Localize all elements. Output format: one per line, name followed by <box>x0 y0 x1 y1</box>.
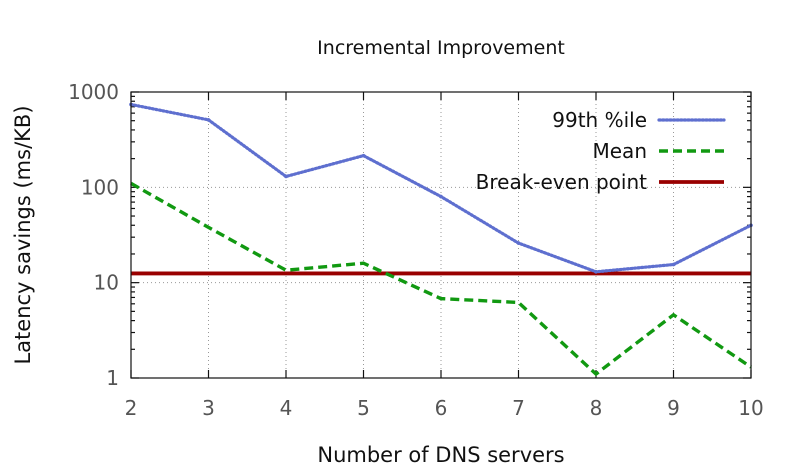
series-point <box>206 118 211 122</box>
x-axis-title: Number of DNS servers <box>317 443 564 467</box>
series-layer <box>129 102 753 377</box>
series-point <box>671 262 676 267</box>
legend-label: Mean <box>593 139 648 163</box>
legend: 99th %ile Mean Break-even point <box>476 108 726 194</box>
y-tick-label: 10 <box>94 271 119 295</box>
x-tick-label: 9 <box>667 396 680 420</box>
x-tick-label: 6 <box>435 396 448 420</box>
series-point <box>516 241 521 245</box>
x-tick-label: 3 <box>202 396 215 420</box>
grid <box>131 92 751 378</box>
series-point <box>284 174 288 179</box>
y-tick-label: 1000 <box>68 80 119 104</box>
chart-title: Incremental Improvement <box>317 37 565 59</box>
series-point <box>594 270 598 274</box>
series-point <box>439 194 443 199</box>
y-tick-label: 100 <box>81 175 119 199</box>
legend-label: 99th %ile <box>552 108 647 132</box>
x-tick-label: 5 <box>357 396 370 420</box>
y-tick-label: 1 <box>106 366 119 390</box>
x-tick-label: 2 <box>125 396 138 420</box>
y-axis-title: Latency savings (ms/KB) <box>11 105 35 364</box>
x-tick-label: 8 <box>590 396 603 420</box>
axis-ticks: 2 3 4 5 6 7 8 9 10 1 10 100 1000 <box>68 80 764 420</box>
legend-label: Break-even point <box>476 170 648 194</box>
x-tick-label: 7 <box>512 396 525 420</box>
series-point <box>361 153 366 158</box>
x-tick-label: 4 <box>280 396 293 420</box>
plot-frame <box>130 91 752 379</box>
x-tick-label: 10 <box>738 396 763 420</box>
series-line-mean <box>130 181 752 377</box>
